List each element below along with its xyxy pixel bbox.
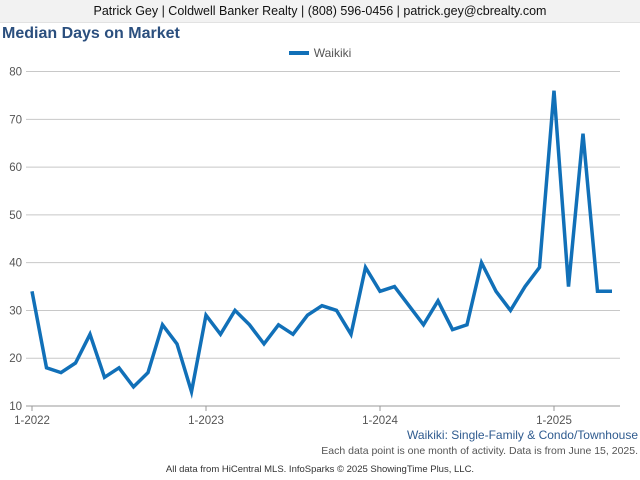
data-point: [117, 366, 121, 370]
data-point: [233, 308, 237, 312]
data-point: [523, 285, 527, 289]
x-tick-label: 1-2023: [188, 415, 224, 427]
data-point: [320, 304, 324, 308]
data-point: [146, 371, 150, 375]
x-tick-label: 1-2024: [362, 415, 398, 427]
legend-swatch: [288, 50, 309, 55]
x-tick-label: 1-2025: [536, 415, 572, 427]
data-point: [219, 332, 223, 336]
data-point: [509, 308, 513, 312]
data-point: [538, 265, 542, 269]
data-point: [175, 342, 179, 346]
data-point: [567, 285, 571, 289]
data-point: [494, 289, 498, 293]
data-point: [59, 371, 63, 375]
contact-text: Patrick Gey | Coldwell Banker Realty | (…: [93, 4, 547, 18]
data-point: [262, 342, 266, 346]
y-tick-label: 70: [9, 114, 22, 126]
data-point: [248, 323, 252, 327]
y-tick-label: 50: [9, 210, 22, 222]
data-point: [103, 375, 107, 379]
data-point: [335, 308, 339, 312]
data-point: [30, 289, 34, 293]
contact-header: Patrick Gey | Coldwell Banker Realty | (…: [0, 0, 640, 23]
legend-label: Waikiki: [313, 46, 352, 60]
data-point: [610, 289, 614, 293]
data-point: [451, 328, 455, 332]
data-note: Each data point is one month of activity…: [321, 445, 638, 457]
y-tick-label: 20: [9, 353, 22, 365]
series-line-waikiki: [30, 90, 612, 400]
chart-subtitle: Waikiki: Single-Family & Condo/Townhouse: [407, 428, 638, 442]
data-point: [552, 89, 556, 93]
data-point: [465, 323, 469, 327]
data-point: [364, 265, 368, 269]
data-point: [190, 390, 194, 394]
chart-title: Median Days on Market: [2, 25, 180, 42]
data-point: [88, 332, 92, 336]
data-point: [74, 361, 78, 365]
y-tick-label: 30: [9, 305, 22, 317]
data-point: [306, 313, 310, 317]
data-point: [480, 261, 484, 265]
y-tick-label: 80: [9, 67, 22, 79]
data-point: [596, 289, 600, 293]
data-point: [349, 332, 353, 336]
data-point: [277, 323, 281, 327]
data-point: [436, 299, 440, 303]
legend: Waikiki: [0, 46, 640, 60]
data-point: [581, 132, 585, 136]
x-tick-label: 1-2022: [14, 415, 50, 427]
y-tick-label: 40: [9, 258, 22, 270]
data-point: [422, 323, 426, 327]
data-point: [291, 332, 295, 336]
credit-footer: All data from HiCentral MLS. InfoSparks …: [165, 464, 475, 475]
data-point: [407, 304, 411, 308]
y-tick-label: 60: [9, 162, 22, 174]
data-point: [204, 313, 208, 317]
data-point: [132, 385, 136, 389]
data-point: [45, 366, 49, 370]
data-point: [393, 285, 397, 289]
data-point: [161, 323, 165, 327]
y-tick-label: 10: [9, 401, 22, 413]
data-point: [378, 289, 382, 293]
